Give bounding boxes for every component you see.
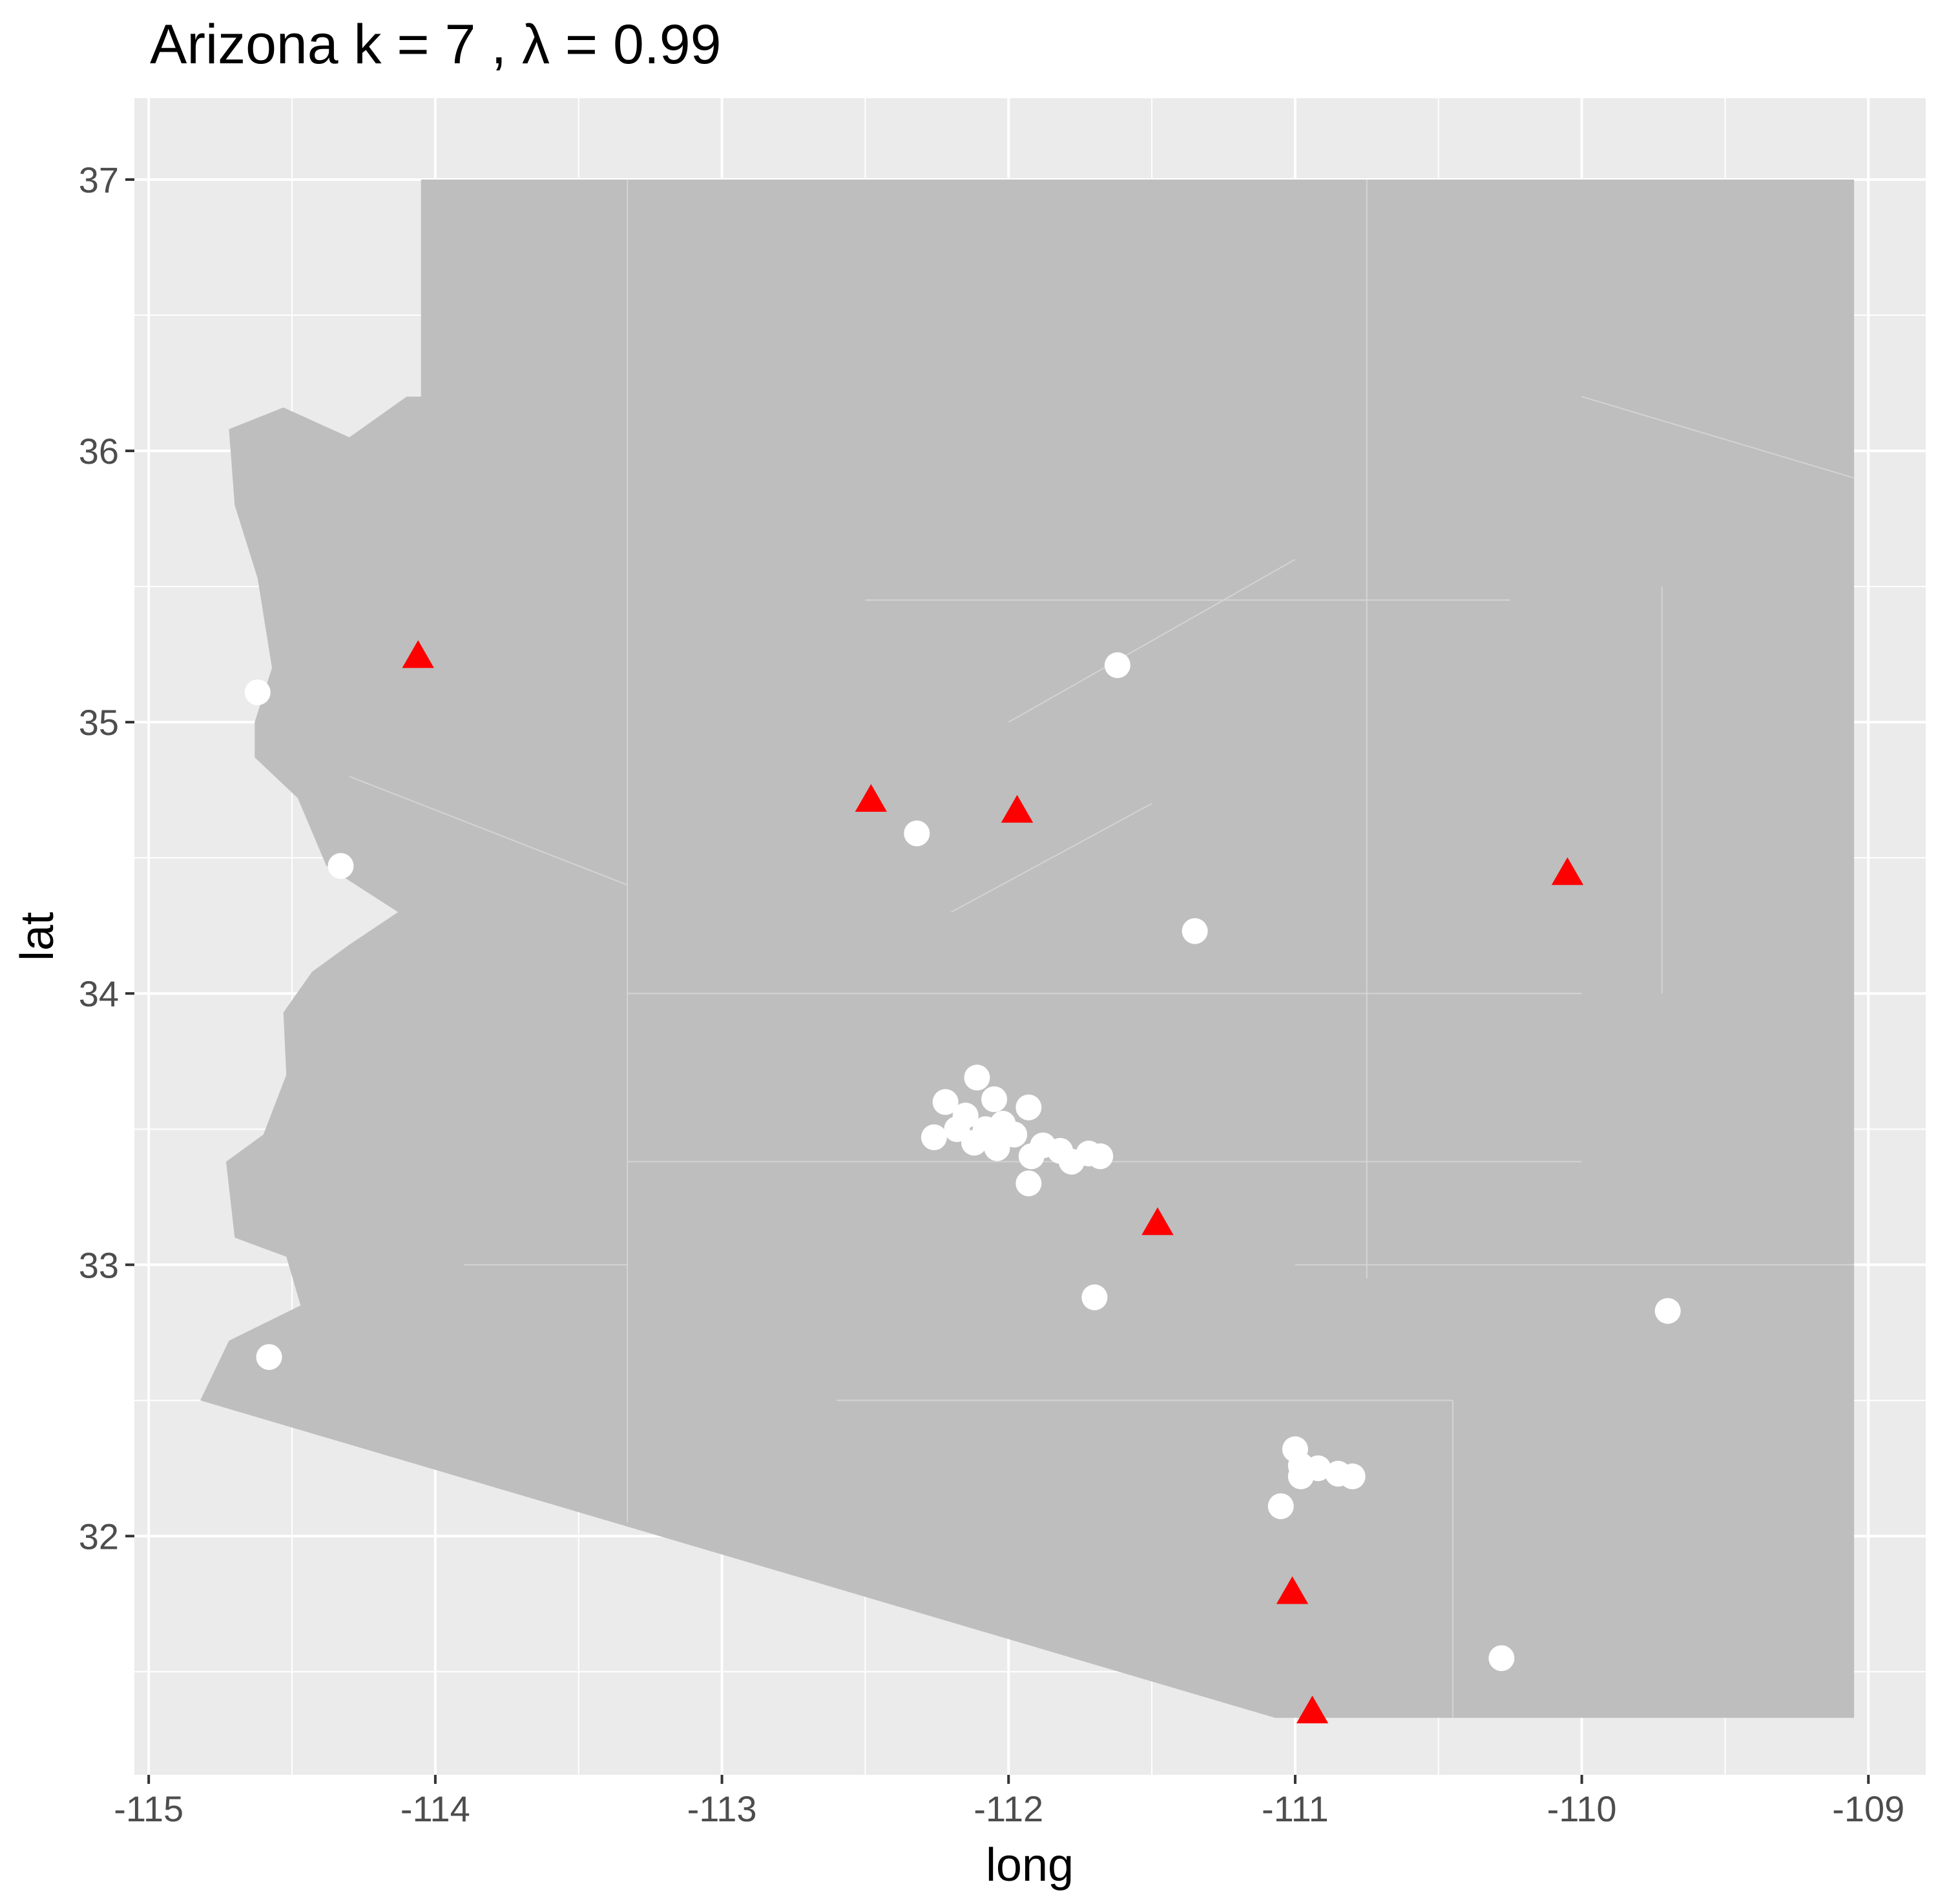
x-tick-label: -114 [401, 1788, 470, 1829]
red-triangle-series [402, 640, 1584, 1724]
data-point-circle [1182, 918, 1208, 944]
data-point-circle [904, 820, 930, 847]
data-point-circle [1104, 652, 1130, 678]
data-point-circle [1488, 1645, 1515, 1671]
y-axis-title: lat [12, 912, 63, 961]
data-point-circle [1339, 1463, 1366, 1489]
y-tick-label: 33 [79, 1245, 119, 1285]
arizona-state-shape [200, 180, 1855, 1718]
x-tick-label: -110 [1547, 1788, 1617, 1829]
data-point-circle [1081, 1284, 1108, 1310]
data-point-circle [984, 1135, 1010, 1161]
tract-boundary [1008, 559, 1296, 723]
x-tick-label: -109 [1832, 1788, 1904, 1829]
data-point-triangle [1276, 1576, 1309, 1604]
y-tick-label: 35 [79, 702, 119, 743]
x-tick-label: -111 [1262, 1788, 1329, 1829]
white-circle-series [244, 652, 1681, 1671]
data-point-circle [1018, 1143, 1045, 1170]
data-point-triangle [855, 784, 887, 812]
data-point-triangle [1296, 1695, 1329, 1724]
x-tick-label: -113 [687, 1788, 757, 1829]
data-point-triangle [1001, 794, 1034, 823]
y-tick-label: 32 [79, 1516, 119, 1557]
data-point-circle [961, 1130, 987, 1156]
tract-boundary [951, 803, 1152, 913]
x-axis-title: long [986, 1839, 1074, 1891]
data-point-circle [981, 1086, 1008, 1113]
data-point-circle [1267, 1493, 1294, 1520]
y-tick-label: 37 [79, 160, 119, 200]
data-point-circle [256, 1344, 282, 1371]
data-point-triangle [1551, 857, 1584, 885]
tract-boundary [349, 776, 628, 886]
data-point-circle [1087, 1143, 1114, 1170]
y-axis-ticks: 32 33 34 35 36 37 [79, 160, 134, 1557]
chart-title: Arizona k = 7 , λ = 0.99 [150, 14, 721, 76]
data-point-circle [921, 1124, 947, 1150]
data-point-circle [244, 679, 271, 705]
data-point-circle [1016, 1094, 1042, 1121]
data-point-circle [1654, 1298, 1681, 1324]
data-point-circle [1016, 1170, 1042, 1197]
x-tick-label: -112 [974, 1788, 1043, 1829]
data-point-circle [932, 1089, 959, 1115]
data-point-triangle [1141, 1207, 1174, 1236]
data-point-circle [328, 853, 354, 879]
x-tick-label: -115 [114, 1788, 183, 1829]
y-tick-label: 34 [79, 973, 119, 1014]
data-point-circle [964, 1064, 990, 1091]
x-axis-ticks: -115 -114 -113 -112 -111 -110 -109 [114, 1775, 1904, 1829]
data-point-circle [1058, 1148, 1085, 1175]
tract-boundary [1581, 396, 1855, 479]
y-tick-label: 36 [79, 431, 119, 471]
data-point-triangle [402, 640, 434, 668]
data-point-circle [1287, 1463, 1314, 1489]
